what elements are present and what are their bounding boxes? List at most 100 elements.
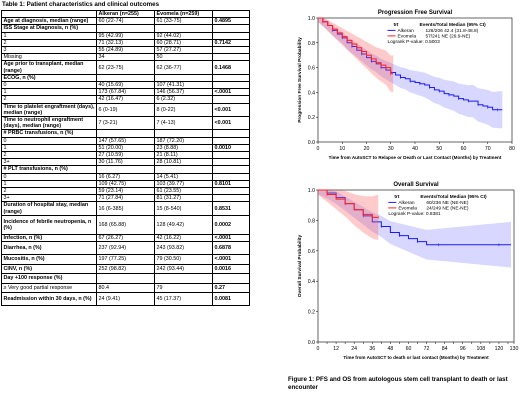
table-cell-alkeran: 42 (16.47) [96,95,155,104]
table-cell-pvalue [212,158,250,167]
table-cell-label: # PLT transfusions, n (%) [1,165,97,174]
table-cell-label: 0 [1,81,97,90]
legend-stats-evomela: 24/249 NE (NE-NE) [426,206,469,212]
table-cell-pvalue: <0.001 [212,102,250,118]
table-row: 0 40 (15.69) 107 (41.31) [1,81,250,90]
table-cell-pvalue: 0.0016 [212,263,250,274]
y-tick-label: 0.0 [308,140,315,146]
x-tick-label: 72 [424,346,430,352]
x-tick-label: 60 [461,146,467,152]
table-cell-alkeran [96,24,155,33]
chart-title: Overall Survival [393,182,439,188]
table-cell-evomela: 57 (27.27) [154,46,213,55]
table-cell-alkeran: 62 (23-75) [96,60,155,75]
table-cell-alkeran: 40 (15.69) [96,81,155,90]
table-cell-alkeran: 71 (32.13) [96,38,155,48]
table-row: Day +100 response (%) [1,272,250,285]
confidence-band-evomela [318,18,394,93]
table-cell-evomela: 81 (31.27) [154,194,213,203]
table-header-row: Alkeran (n=255) Evomela (n=259) [1,9,250,19]
table-row: 1 109 (42.75) 103 (39.77) 0.8101 [1,179,250,189]
table-cell-pvalue: 0.7142 [212,38,250,48]
header-label [1,9,97,19]
y-tick-label: 0.8 [308,218,315,224]
table-cell-alkeran: 67 (26.27) [96,234,155,243]
table-cell-evomela: 79 (30.50) [154,254,213,265]
table-row: 0 147 (57.65) 187 (72.20) [1,136,250,145]
table-cell-evomela [154,24,213,33]
x-tick-label: 30 [388,146,394,152]
table-row: 1 173 (67.84) 146 (56.37) <.0001 [1,88,250,97]
table-cell-evomela: 62 (36-77) [154,60,213,75]
y-tick-label: 0.2 [308,115,315,121]
legend-header: Events/Total Median (95% CI) [420,194,487,200]
header-alkeran: Alkeran (n=255) [96,9,155,19]
table-cell-pvalue [212,24,250,33]
table-cell-evomela: 42 (16.22) [154,234,213,243]
table-cell-label: Time to platelet engraftment (days), med… [1,102,97,118]
y-tick-label: 0.4 [308,279,315,285]
table-cell-pvalue [212,272,250,285]
y-axis-label: Overall Survival Probability [297,234,303,297]
x-tick-label: 130 [510,346,519,352]
table-cell-alkeran: 7 (3-21) [96,116,155,131]
table-cell-evomela: 61 (23.55) [154,187,213,196]
table-cell-pvalue: 0.4895 [212,17,250,26]
x-tick-label: 36 [369,346,375,352]
table-row: Time to platelet engraftment (days), med… [1,102,250,118]
y-axis-label: Progression Free Survival Probability [297,37,303,123]
confidence-band-evomela [318,190,379,241]
table-cell-evomela: 15 (8-540) [154,201,213,216]
table-cell-evomela [154,73,213,83]
table-cell-alkeran: 24 (9.41) [96,292,155,307]
header-pvalue [212,9,250,19]
x-tick-label: 84 [442,346,448,352]
table-row: Mucositis, n (%) 197 (77.25) 79 (30.50) <.0… [1,254,250,265]
confidence-band-alkeran [318,18,503,129]
table-row: 1 95 (42.99) 92 (44.02) [1,31,250,40]
characteristics-table: Alkeran (n=255) Evomela (n=259) Age at d… [1,9,250,307]
table-cell-label: Duration of hospital stay, median (range… [1,201,97,216]
table-cell-label: Age prior to transplant, median (range) [1,60,97,75]
table-row: Age prior to transplant, median (range) 6… [1,60,250,75]
table-cell-label: 1 [1,88,97,97]
table-cell-label: 2 [1,38,97,48]
table-cell-alkeran: 197 (77.25) [96,254,155,265]
table-cell-pvalue: 0.8531 [212,201,250,216]
table-row: ≥ Very good partial response 80.4 79 0.27 [1,283,250,294]
table-cell-label: ISS Stage at Diagnosis, n (%) [1,24,97,33]
legend-stats-evomela: 57/241 NE (29.9-NE) [425,34,470,40]
table-cell-label: CINV, n (%) [1,263,97,274]
table-cell-pvalue: <.0001 [212,88,250,97]
table-cell-label: Missing [1,53,97,62]
table-cell-alkeran: 168 (65.88) [96,214,155,236]
table-cell-label: Incidence of febrile neutropenia, n (%) [1,214,97,236]
table-cell-pvalue [212,136,250,145]
table-cell-evomela: 146 (56.37) [154,88,213,97]
header-evomela: Evomela (n=259) [154,9,213,19]
table-cell-evomela: 50 [154,53,213,62]
table-cell-evomela [154,129,213,138]
table-cell-pvalue: <0.001 [212,116,250,131]
table-row: 1 51 (20.00) 23 (8.88) 0.0010 [1,143,250,153]
table-cell-pvalue: 0.0081 [212,292,250,307]
table-row: Incidence of febrile neutropenia, n (%) 1… [1,214,250,236]
table-cell-label: Day +100 response (%) [1,272,97,285]
table-cell-evomela: 14 (5.41) [154,172,213,181]
table-cell-evomela: 107 (41.31) [154,81,213,90]
table-row: # PLT transfusions, n (%) [1,165,250,174]
table-cell-label: 2 [1,95,97,104]
x-tick-label: 12 [333,346,339,352]
legend-title: trt [394,194,399,200]
table-cell-alkeran: 59 (23.14) [96,187,155,196]
table-cell-alkeran [96,73,155,83]
y-tick-label: 0.4 [308,90,315,96]
table-cell-evomela: 128 (49.42) [154,214,213,236]
table-row: Time to neutrophil engraftment (days), m… [1,116,250,131]
table-row: ISS Stage at Diagnosis, n (%) [1,24,250,33]
table-cell-pvalue: 0.8101 [212,179,250,189]
x-tick-label: 20 [364,146,370,152]
table-cell-alkeran: 55 (24.89) [96,46,155,55]
table-cell-label: ≥ Very good partial response [1,283,97,294]
table-row: Infection, n (%) 67 (26.27) 42 (16.22) <.00… [1,234,250,243]
